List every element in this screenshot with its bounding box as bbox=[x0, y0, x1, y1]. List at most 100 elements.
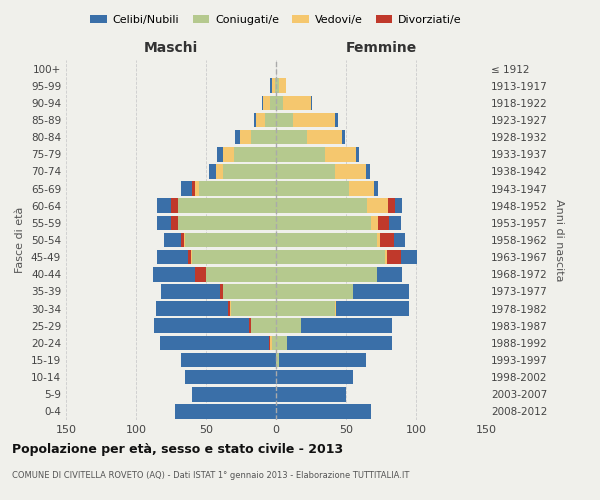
Bar bbox=[181, 232, 184, 248]
Bar bbox=[276, 96, 283, 110]
Bar bbox=[276, 78, 279, 93]
Bar bbox=[342, 130, 344, 144]
Bar bbox=[276, 370, 353, 384]
Bar bbox=[276, 284, 353, 298]
Bar bbox=[276, 267, 377, 281]
Bar bbox=[217, 147, 223, 162]
Bar bbox=[276, 147, 325, 162]
Bar bbox=[262, 96, 263, 110]
Bar bbox=[276, 387, 346, 402]
Bar bbox=[388, 198, 395, 213]
Bar bbox=[188, 250, 191, 264]
Bar bbox=[276, 198, 367, 213]
Bar bbox=[389, 216, 401, 230]
Bar bbox=[230, 302, 231, 316]
Bar bbox=[301, 318, 392, 333]
Bar bbox=[216, 164, 223, 178]
Bar bbox=[311, 96, 313, 110]
Bar bbox=[335, 302, 336, 316]
Bar bbox=[325, 147, 356, 162]
Bar bbox=[377, 267, 402, 281]
Bar bbox=[234, 147, 276, 162]
Bar bbox=[209, 164, 216, 178]
Bar bbox=[335, 112, 338, 128]
Bar bbox=[272, 336, 276, 350]
Bar bbox=[386, 250, 401, 264]
Bar bbox=[271, 78, 272, 93]
Bar bbox=[385, 250, 386, 264]
Bar bbox=[293, 112, 335, 128]
Bar bbox=[378, 216, 389, 230]
Bar bbox=[377, 232, 380, 248]
Bar bbox=[307, 130, 342, 144]
Bar bbox=[276, 250, 385, 264]
Text: Popolazione per età, sesso e stato civile - 2013: Popolazione per età, sesso e stato civil… bbox=[12, 442, 343, 456]
Bar bbox=[206, 267, 276, 281]
Bar bbox=[336, 302, 409, 316]
Bar bbox=[195, 267, 206, 281]
Bar bbox=[239, 130, 251, 144]
Bar bbox=[154, 318, 250, 333]
Bar bbox=[223, 164, 276, 178]
Bar bbox=[181, 352, 276, 368]
Bar bbox=[175, 404, 276, 418]
Bar bbox=[335, 164, 365, 178]
Bar bbox=[251, 130, 276, 144]
Bar bbox=[254, 112, 256, 128]
Bar bbox=[265, 112, 276, 128]
Bar bbox=[155, 302, 229, 316]
Bar bbox=[157, 250, 188, 264]
Bar bbox=[153, 267, 195, 281]
Bar bbox=[199, 182, 276, 196]
Bar bbox=[356, 147, 359, 162]
Y-axis label: Fasce di età: Fasce di età bbox=[16, 207, 25, 273]
Bar bbox=[185, 370, 276, 384]
Bar bbox=[164, 232, 181, 248]
Bar bbox=[272, 78, 275, 93]
Text: Femmine: Femmine bbox=[346, 41, 416, 55]
Bar bbox=[349, 182, 374, 196]
Bar bbox=[371, 216, 378, 230]
Bar bbox=[161, 284, 220, 298]
Bar bbox=[365, 164, 370, 178]
Bar bbox=[374, 182, 378, 196]
Bar bbox=[367, 198, 388, 213]
Bar bbox=[191, 250, 192, 264]
Bar bbox=[235, 130, 239, 144]
Bar bbox=[171, 216, 178, 230]
Bar bbox=[380, 232, 394, 248]
Bar bbox=[395, 198, 402, 213]
Bar bbox=[263, 96, 271, 110]
Bar bbox=[178, 216, 276, 230]
Bar bbox=[181, 182, 192, 196]
Bar bbox=[271, 96, 276, 110]
Bar bbox=[276, 216, 371, 230]
Bar bbox=[276, 130, 307, 144]
Bar bbox=[160, 336, 269, 350]
Bar bbox=[275, 78, 276, 93]
Text: Maschi: Maschi bbox=[144, 41, 198, 55]
Bar bbox=[353, 284, 409, 298]
Bar bbox=[192, 250, 276, 264]
Bar bbox=[171, 198, 178, 213]
Legend: Celibi/Nubili, Coniugati/e, Vedovi/e, Divorziati/e: Celibi/Nubili, Coniugati/e, Vedovi/e, Di… bbox=[86, 10, 466, 29]
Bar bbox=[220, 284, 223, 298]
Bar bbox=[157, 216, 171, 230]
Bar bbox=[223, 284, 276, 298]
Bar bbox=[195, 182, 199, 196]
Y-axis label: Anni di nascita: Anni di nascita bbox=[554, 198, 564, 281]
Bar bbox=[229, 302, 230, 316]
Bar bbox=[276, 352, 279, 368]
Bar bbox=[251, 318, 276, 333]
Bar bbox=[276, 302, 335, 316]
Bar bbox=[276, 336, 287, 350]
Bar bbox=[394, 232, 405, 248]
Bar bbox=[178, 198, 276, 213]
Bar bbox=[256, 112, 265, 128]
Bar bbox=[287, 336, 392, 350]
Bar bbox=[276, 404, 371, 418]
Bar bbox=[184, 232, 185, 248]
Bar bbox=[192, 387, 276, 402]
Bar bbox=[276, 318, 301, 333]
Bar bbox=[223, 147, 234, 162]
